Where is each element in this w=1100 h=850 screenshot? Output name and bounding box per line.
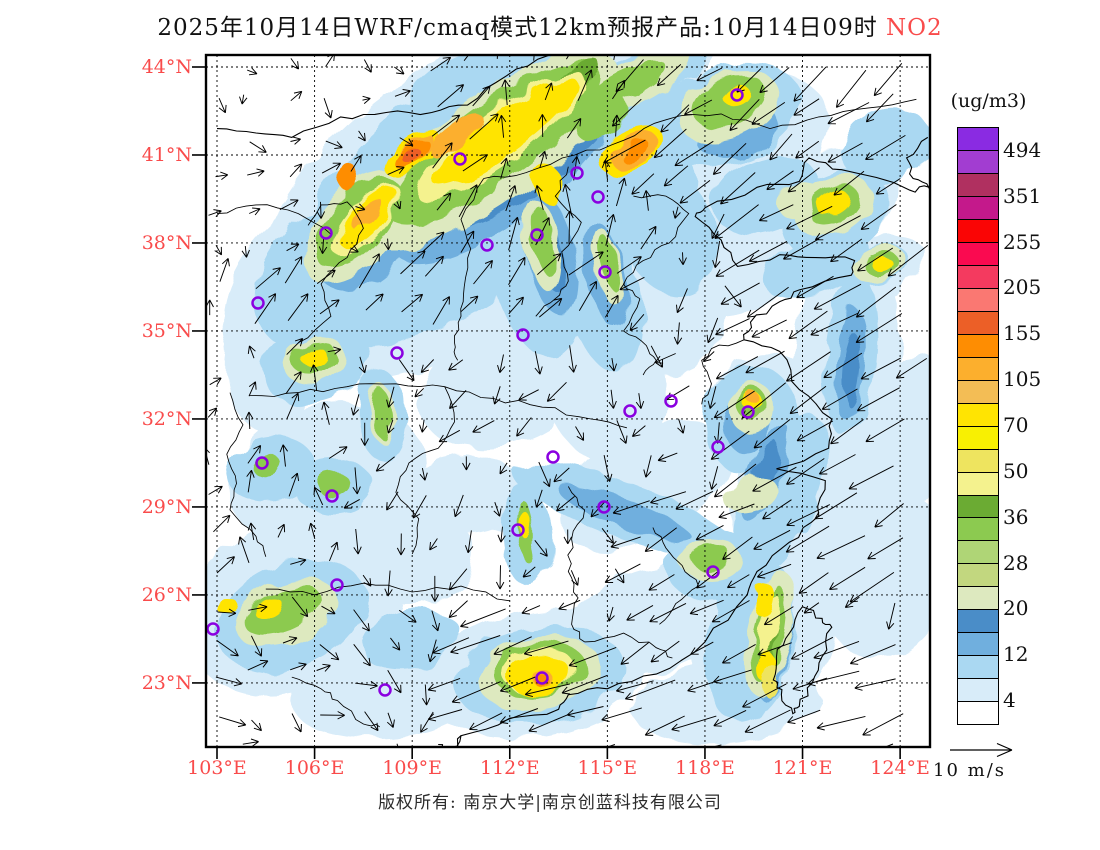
city-marker (623, 404, 637, 418)
x-axis-label: 106°E (284, 757, 345, 779)
colorbar-tick-label: 351 (1003, 183, 1042, 208)
y-axis-label: 26°N (141, 583, 192, 606)
wind-scale-arrow (950, 742, 1013, 758)
colorbar-cell (958, 150, 998, 174)
city-marker (570, 166, 584, 180)
x-axis-label: 109°E (382, 757, 442, 779)
city-marker (255, 456, 269, 470)
colorbar-cell (958, 403, 998, 427)
y-axis-label: 35°N (141, 319, 192, 342)
copyright-text: 版权所有: 南京大学|南京创蓝科技有限公司 (378, 793, 722, 813)
colorbar-tick-label: 205 (1003, 275, 1042, 300)
concentration-field (206, 55, 930, 744)
colorbar-tick-label: 70 (1003, 413, 1029, 437)
city-marker (511, 523, 525, 537)
city-marker (251, 296, 265, 310)
wind-vectors (206, 55, 929, 747)
x-axis-label: 103°E (187, 757, 247, 779)
colorbar-cell (958, 656, 998, 680)
colorbar-cell (958, 196, 998, 220)
page-title: 2025年10月14日WRF/cmaq模式12km预报产品:10月14日09时 … (0, 8, 1100, 42)
colorbar-cell (958, 357, 998, 381)
city-marker (319, 226, 333, 240)
x-axis-label: 121°E (772, 757, 833, 779)
colorbar-tick-label: 255 (1003, 229, 1042, 254)
city-marker (741, 405, 755, 419)
x-axis-label: 124°E (870, 757, 930, 779)
colorbar-cell (958, 679, 998, 703)
colorbar-cell (958, 587, 998, 611)
city-marker (480, 238, 494, 252)
colorbar-tick-label: 50 (1003, 458, 1029, 483)
colorbar-tick-label: 494 (1003, 137, 1042, 162)
city-marker (325, 489, 339, 503)
city-marker (330, 578, 344, 592)
map-borders (216, 55, 930, 747)
city-marker (597, 500, 611, 514)
colorbar-cell (958, 495, 998, 519)
colorbar-cell (958, 449, 998, 473)
city-marker (711, 440, 725, 454)
colorbar-cell (958, 702, 998, 725)
city-marker (530, 228, 544, 242)
city-marker (591, 190, 605, 204)
colorbar-cell (958, 219, 998, 243)
colorbar-cell (958, 311, 998, 335)
graticule (206, 55, 930, 747)
city-marker (535, 671, 549, 685)
map-content (206, 55, 930, 747)
city-marker (378, 683, 392, 697)
colorbar-cell (958, 128, 998, 151)
colorbar (957, 127, 999, 725)
colorbar-tick-label: 155 (1003, 321, 1042, 346)
city-marker (516, 328, 530, 342)
colorbar-cell (958, 380, 998, 404)
colorbar-tick-label: 12 (1003, 642, 1029, 667)
city-marker (598, 265, 612, 279)
colorbar-tick-label: 4 (1003, 688, 1016, 713)
colorbar-cell (958, 633, 998, 657)
colorbar-cell (958, 472, 998, 496)
colorbar-unit-label: (ug/m3) (950, 90, 1027, 112)
colorbar-cell (958, 518, 998, 542)
y-axis-label: 41°N (141, 143, 192, 166)
y-axis-label: 44°N (141, 56, 192, 78)
title-text: 2025年10月14日WRF/cmaq模式12km预报产品:10月14日09时 (157, 15, 878, 41)
y-axis-label: 23°N (141, 671, 192, 694)
colorbar-tick-label: 36 (1003, 504, 1029, 529)
colorbar-cell (958, 242, 998, 266)
colorbar-cell (958, 265, 998, 289)
colorbar-tick-label: 28 (1003, 550, 1029, 575)
x-axis-label: 112°E (479, 757, 540, 779)
x-axis-label: 115°E (577, 757, 638, 779)
colorbar-cell (958, 426, 998, 450)
city-marker (706, 565, 720, 579)
wind-scale-label: 10 m/s (933, 760, 1006, 781)
pollutant-label: NO2 (886, 15, 943, 41)
city-marker (664, 394, 678, 408)
colorbar-tick-label: 105 (1003, 367, 1042, 392)
y-axis-label: 29°N (141, 495, 192, 518)
colorbar-cell (958, 610, 998, 634)
city-marker (546, 450, 560, 464)
colorbar-cell (958, 541, 998, 565)
city-marker (206, 622, 220, 636)
colorbar-cell (958, 334, 998, 358)
colorbar-cell (958, 288, 998, 312)
colorbar-tick-label: 20 (1003, 596, 1029, 621)
city-marker (730, 88, 744, 102)
y-axis-label: 38°N (141, 231, 192, 254)
city-marker (390, 346, 404, 360)
map-frame (204, 53, 932, 749)
colorbar-cell (958, 564, 998, 588)
axis-ticks (192, 66, 901, 759)
x-axis-label: 118°E (675, 757, 735, 779)
y-axis-label: 32°N (141, 407, 192, 430)
city-marker (453, 152, 467, 166)
colorbar-cell (958, 173, 998, 197)
